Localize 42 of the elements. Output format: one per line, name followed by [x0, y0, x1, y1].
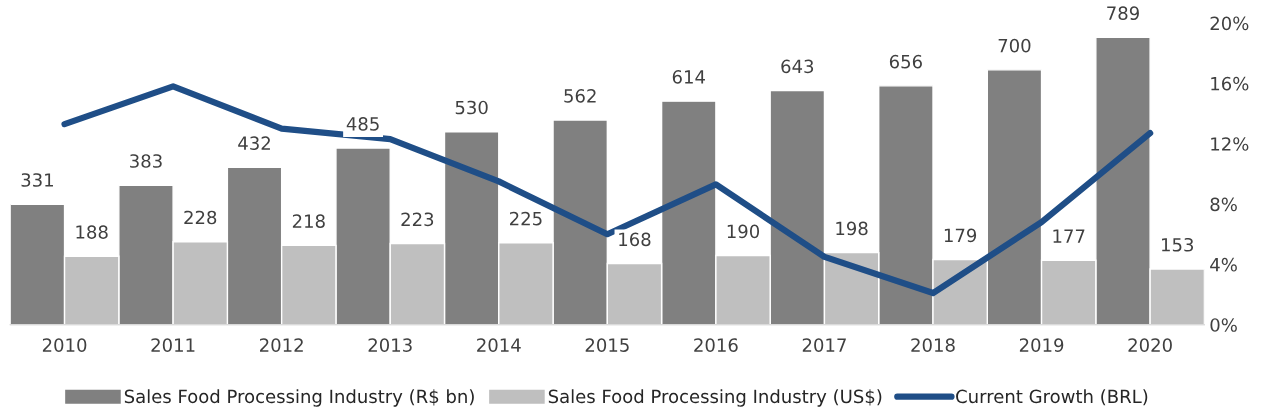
legend-label: Current Growth (BRL) [956, 389, 1148, 406]
y2-tick-label: 4% [1210, 257, 1237, 272]
x-tick-label: 2017 [802, 338, 846, 352]
y2-tick-label: 8% [1210, 197, 1237, 212]
data-label: 179 [944, 228, 977, 243]
x-tick-label: 2016 [694, 338, 738, 352]
x-tick-label: 2013 [368, 338, 412, 352]
x-tick-label: 2015 [585, 338, 629, 352]
y2-tick-label: 0% [1210, 318, 1237, 332]
x-tick-label: 2014 [477, 338, 521, 352]
data-label: 562 [564, 89, 596, 103]
data-label: 331 [21, 173, 53, 187]
x-tick-label: 2018 [911, 338, 955, 352]
data-label: 228 [184, 210, 217, 225]
data-label: 530 [455, 100, 488, 115]
data-label: 153 [1162, 237, 1194, 252]
data-label: 789 [1107, 6, 1139, 21]
y2-tick-label: 20% [1210, 16, 1249, 31]
data-label: 700 [998, 38, 1031, 53]
x-tick-label: 2011 [151, 338, 195, 352]
legend-label: Sales Food Processing Industry (R$ bn) [124, 389, 474, 407]
data-label: 643 [781, 59, 814, 74]
y2-tick-label: 12% [1211, 137, 1249, 151]
data-label: 190 [727, 224, 760, 239]
data-label: 168 [619, 232, 651, 247]
data-label: 225 [510, 211, 542, 226]
x-tick-label: 2020 [1128, 338, 1172, 352]
data-label: 614 [672, 70, 705, 84]
legend-label: Sales Food Processing Industry (US$) [548, 389, 882, 407]
x-tick-label: 2019 [1019, 338, 1064, 352]
data-label: 188 [76, 225, 108, 239]
data-label: 432 [238, 136, 270, 151]
data-label: 177 [1053, 229, 1085, 243]
y2-tick-label: 16% [1211, 76, 1249, 91]
data-label: 485 [346, 117, 379, 131]
data-label: 656 [889, 54, 922, 69]
x-tick-label: 2010 [42, 338, 87, 352]
x-tick-label: 2012 [260, 338, 303, 352]
data-label: 198 [836, 221, 868, 236]
data-label: 223 [401, 212, 434, 227]
data-label: 383 [130, 154, 162, 168]
data-label: 218 [292, 214, 325, 228]
